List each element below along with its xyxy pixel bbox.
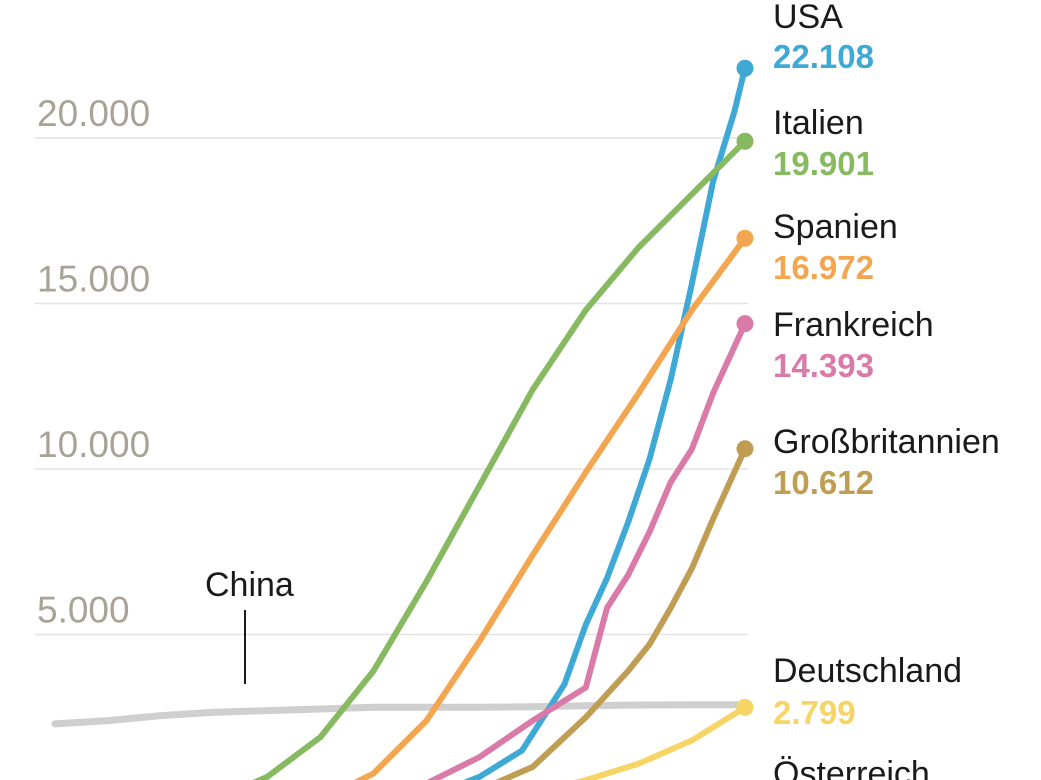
series-value-italien: 19.901 [773, 145, 874, 182]
end-marker-grossbritannien [736, 440, 754, 458]
series-value-usa: 22.108 [773, 38, 874, 75]
series-name-frankreich: Frankreich [773, 306, 934, 344]
y-tick-label: 20.000 [37, 93, 150, 134]
y-tick-label: 15.000 [37, 259, 150, 300]
series-value-frankreich: 14.393 [773, 347, 874, 384]
end-marker-usa [736, 59, 754, 77]
series-line-usa [463, 65, 748, 780]
series-name-deutschland: Deutschland [773, 652, 962, 690]
series-name-italien: Italien [773, 104, 864, 142]
series-end-markers [736, 59, 754, 716]
series-line-china [51, 701, 749, 728]
end-marker-spanien [736, 229, 754, 247]
y-tick-label: 5.000 [37, 590, 130, 631]
annotations: China [205, 566, 294, 684]
series-name-usa: USA [773, 0, 843, 36]
series-lines [51, 65, 749, 780]
series-name-grossbritannien: Großbritannien [773, 423, 1000, 461]
gridlines [35, 137, 748, 636]
series-value-deutschland: 2.799 [773, 694, 856, 731]
end-marker-italien [736, 132, 754, 150]
series-value-grossbritannien: 10.612 [773, 464, 874, 501]
end-marker-deutschland [736, 698, 754, 716]
series-name-oesterreich: Österreich [773, 755, 930, 780]
series-line-grossbritannien [495, 445, 748, 780]
series-line-deutschland [573, 704, 748, 780]
series-name-spanien: Spanien [773, 208, 898, 246]
series-line-frankreich [426, 320, 748, 780]
series-line-italien [252, 138, 748, 780]
end-marker-frankreich [736, 315, 754, 333]
series-line-spanien [353, 235, 748, 780]
series-value-spanien: 16.972 [773, 249, 874, 286]
annotation-china: China [205, 566, 294, 604]
y-tick-label: 10.000 [37, 424, 150, 465]
